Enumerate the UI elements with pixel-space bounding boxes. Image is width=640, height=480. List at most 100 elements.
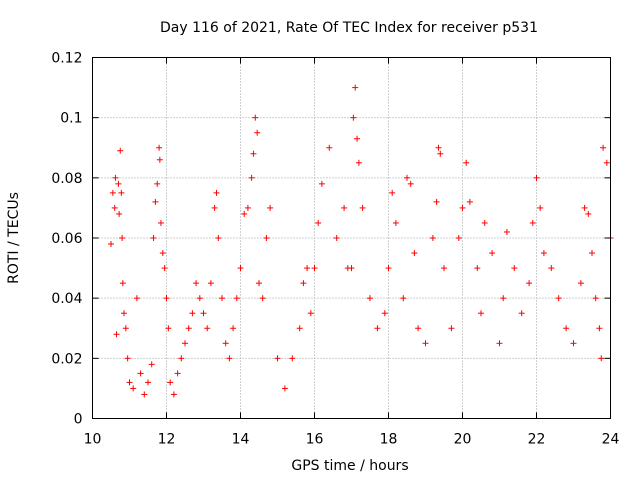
data-point	[533, 174, 540, 181]
data-point	[350, 114, 357, 121]
data-point	[459, 204, 466, 211]
data-point	[589, 250, 595, 257]
data-point	[500, 295, 507, 302]
data-point	[219, 295, 225, 302]
data-point	[226, 355, 233, 362]
x-tick-label: 10	[84, 432, 102, 448]
data-point	[130, 385, 137, 392]
data-point	[112, 174, 119, 181]
data-point	[193, 280, 200, 287]
data-point	[585, 210, 592, 217]
data-point	[141, 391, 148, 398]
data-point	[252, 114, 259, 121]
data-point	[592, 295, 599, 302]
data-point	[250, 150, 257, 157]
x-tick-label: 12	[158, 432, 176, 448]
data-point	[163, 295, 170, 302]
data-point	[248, 174, 255, 181]
data-point	[289, 355, 296, 362]
data-point	[555, 295, 562, 302]
data-point	[182, 340, 188, 347]
data-point	[385, 265, 392, 272]
data-point	[256, 280, 262, 287]
data-point	[389, 189, 396, 196]
data-point	[137, 370, 144, 377]
data-point	[133, 295, 140, 302]
data-point	[109, 189, 116, 196]
data-point	[354, 135, 361, 142]
data-point	[148, 361, 155, 368]
data-point	[150, 235, 157, 241]
data-point	[204, 325, 211, 332]
chart-title: Day 116 of 2021, Rate Of TEC Index for r…	[160, 20, 538, 36]
data-point	[237, 265, 244, 272]
data-point	[455, 235, 462, 241]
data-point	[577, 280, 584, 287]
data-point	[333, 235, 340, 241]
data-point	[196, 295, 203, 302]
data-point	[222, 340, 229, 347]
data-point	[274, 355, 281, 362]
data-point	[570, 340, 577, 347]
data-point	[120, 310, 127, 317]
data-point	[400, 295, 407, 302]
data-point	[304, 265, 311, 272]
data-point	[529, 219, 536, 226]
data-point	[115, 180, 122, 187]
data-point	[415, 325, 422, 332]
data-point	[411, 250, 418, 257]
data-point	[466, 198, 473, 205]
data-point	[548, 265, 555, 272]
data-point	[259, 295, 266, 302]
data-point	[119, 235, 126, 241]
data-point	[156, 144, 163, 151]
data-point	[318, 180, 325, 187]
data-point	[122, 325, 129, 332]
data-point	[352, 84, 359, 91]
data-point	[157, 219, 164, 226]
data-point	[489, 250, 496, 257]
data-point	[315, 219, 322, 226]
data-point	[307, 310, 314, 317]
data-point	[165, 325, 172, 332]
data-point	[267, 204, 274, 211]
data-point	[111, 204, 118, 211]
data-point	[281, 385, 288, 392]
data-point	[156, 156, 163, 163]
data-point	[145, 379, 151, 386]
data-point	[170, 391, 177, 398]
data-point	[200, 310, 207, 317]
data-point	[159, 250, 166, 257]
x-tick-labels: 10 12 14 16 18 20 22 24	[84, 432, 620, 448]
data-point	[300, 280, 307, 287]
data-point	[474, 265, 481, 272]
data-point	[118, 189, 125, 196]
data-point	[581, 204, 588, 211]
y-tick-label: 0.12	[51, 51, 82, 67]
data-point	[117, 147, 124, 154]
data-point	[441, 265, 447, 272]
x-tick-label: 16	[306, 432, 324, 448]
data-point	[244, 204, 251, 211]
data-point	[563, 325, 570, 332]
data-point	[437, 150, 444, 157]
data-point	[119, 280, 126, 287]
y-tick-label: 0.08	[51, 171, 82, 187]
data-point	[448, 325, 455, 332]
data-point	[174, 370, 181, 377]
data-point	[263, 235, 270, 241]
data-point	[167, 379, 174, 386]
data-point	[392, 219, 399, 226]
data-point	[185, 325, 192, 332]
data-point	[152, 198, 159, 205]
y-tick-label: 0	[74, 412, 83, 428]
data-point	[233, 295, 240, 302]
data-point	[540, 250, 547, 257]
data-point	[348, 265, 355, 272]
data-point	[161, 265, 168, 272]
data-point	[407, 180, 414, 187]
data-point	[108, 241, 114, 248]
data-points	[108, 84, 614, 398]
data-point	[496, 340, 503, 347]
